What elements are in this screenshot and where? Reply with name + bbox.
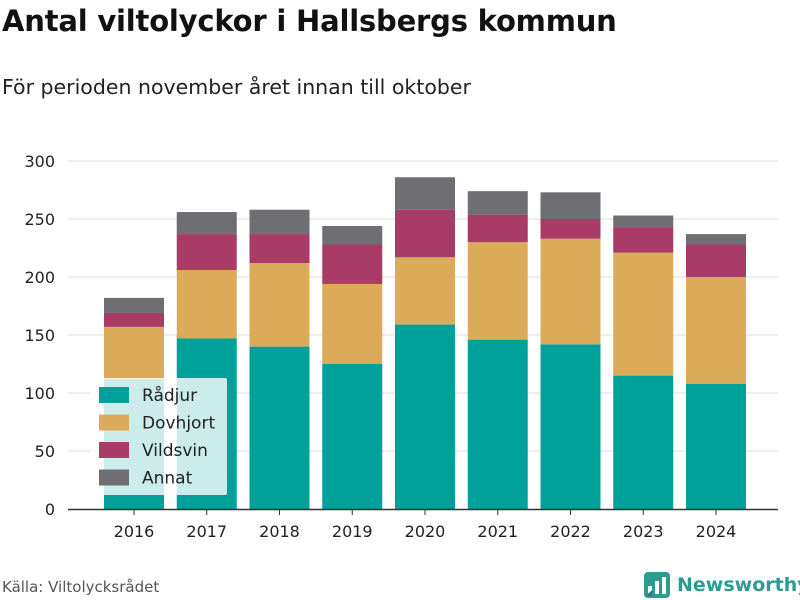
y-tick-label: 100	[24, 384, 55, 403]
x-tick-label: 2021	[477, 522, 518, 541]
legend-swatch-vildsvin	[99, 442, 129, 458]
bar-segment-vildsvin-2021	[467, 214, 528, 243]
x-tick-label: 2017	[186, 522, 227, 541]
bar-segment-annat-2024	[686, 234, 746, 245]
bar-segment-annat-2020	[395, 177, 455, 210]
bar-segment-dovhjort-2018	[249, 263, 310, 347]
y-tick-label: 250	[24, 210, 55, 229]
bar-segment-vildsvin-2017	[176, 234, 237, 271]
legend-swatch-dovhjort	[99, 414, 129, 431]
brand-name: Newsworthy	[677, 574, 800, 596]
bar-segment-vildsvin-2018	[249, 234, 310, 264]
bar-segment-vildsvin-2016	[104, 312, 164, 327]
bar-segment-rådjur-2020	[395, 324, 455, 509]
chart-title: Antal viltolyckor i Hallsbergs kommun	[2, 4, 617, 38]
bar-segment-vildsvin-2022	[540, 219, 601, 239]
x-tick-label: 2016	[114, 522, 155, 541]
bar-segment-vildsvin-2023	[613, 227, 674, 253]
bar-segment-annat-2022	[540, 192, 601, 219]
x-tick-label: 2024	[696, 522, 737, 541]
x-tick-label: 2019	[332, 522, 373, 541]
bar-segment-vildsvin-2020	[395, 209, 455, 258]
bar-segment-annat-2021	[467, 191, 528, 215]
bar-segment-vildsvin-2019	[322, 244, 383, 284]
bar-segment-annat-2023	[613, 215, 674, 228]
bar-chart-logo-icon	[644, 572, 670, 598]
legend-background	[90, 378, 227, 495]
chart-subtitle: För perioden november året innan till ok…	[2, 75, 471, 99]
bar-segment-rådjur-2024	[686, 383, 746, 509]
bar-segment-dovhjort-2021	[467, 242, 528, 340]
x-axis-tick-labels: 2016 2017 2018 2019 2020 2021 2022 2023 2024	[114, 509, 737, 541]
y-tick-label: 150	[24, 326, 55, 345]
bar-segment-annat-2018	[249, 209, 310, 235]
y-tick-label: 0	[45, 500, 55, 519]
legend: Rådjur Dovhjort Vildsvin Annat	[90, 378, 227, 495]
legend-label: Annat	[142, 469, 193, 489]
brand-logo: Newsworthy	[644, 570, 800, 600]
legend-swatch-rådjur	[99, 387, 129, 403]
y-tick-label: 50	[35, 442, 55, 461]
legend-label: Rådjur	[142, 385, 197, 406]
legend-label: Vildsvin	[142, 441, 208, 461]
bar-segment-dovhjort-2019	[322, 283, 383, 364]
legend-label: Dovhjort	[142, 414, 215, 434]
y-tick-label: 200	[24, 268, 55, 287]
bar-segment-annat-2016	[104, 297, 164, 313]
x-tick-label: 2023	[623, 522, 664, 541]
bar-segment-rådjur-2019	[322, 364, 383, 509]
bar-segment-vildsvin-2024	[686, 244, 746, 277]
bar-segment-annat-2017	[176, 212, 237, 235]
bar-segment-rådjur-2022	[540, 344, 601, 509]
bar-segment-dovhjort-2020	[395, 257, 455, 325]
bar-segment-rådjur-2023	[613, 375, 674, 509]
bar-segment-dovhjort-2024	[686, 277, 746, 384]
bar-segment-annat-2019	[322, 225, 383, 245]
y-tick-label: 300	[24, 152, 55, 171]
x-tick-label: 2020	[405, 522, 446, 541]
bar-segment-dovhjort-2016	[104, 326, 164, 380]
bar-segment-dovhjort-2023	[613, 252, 674, 376]
source-note: Källa: Viltolycksrådet	[2, 578, 160, 596]
legend-swatch-annat	[99, 469, 129, 486]
bar-segment-rådjur-2018	[249, 346, 310, 509]
y-axis-tick-labels: 0 50 100 150 200 250 300	[24, 152, 55, 519]
bar-segment-dovhjort-2017	[176, 270, 237, 339]
x-tick-label: 2018	[259, 522, 300, 541]
bar-segment-dovhjort-2022	[540, 238, 601, 345]
bar-segment-rådjur-2021	[467, 339, 528, 509]
x-tick-label: 2022	[550, 522, 591, 541]
